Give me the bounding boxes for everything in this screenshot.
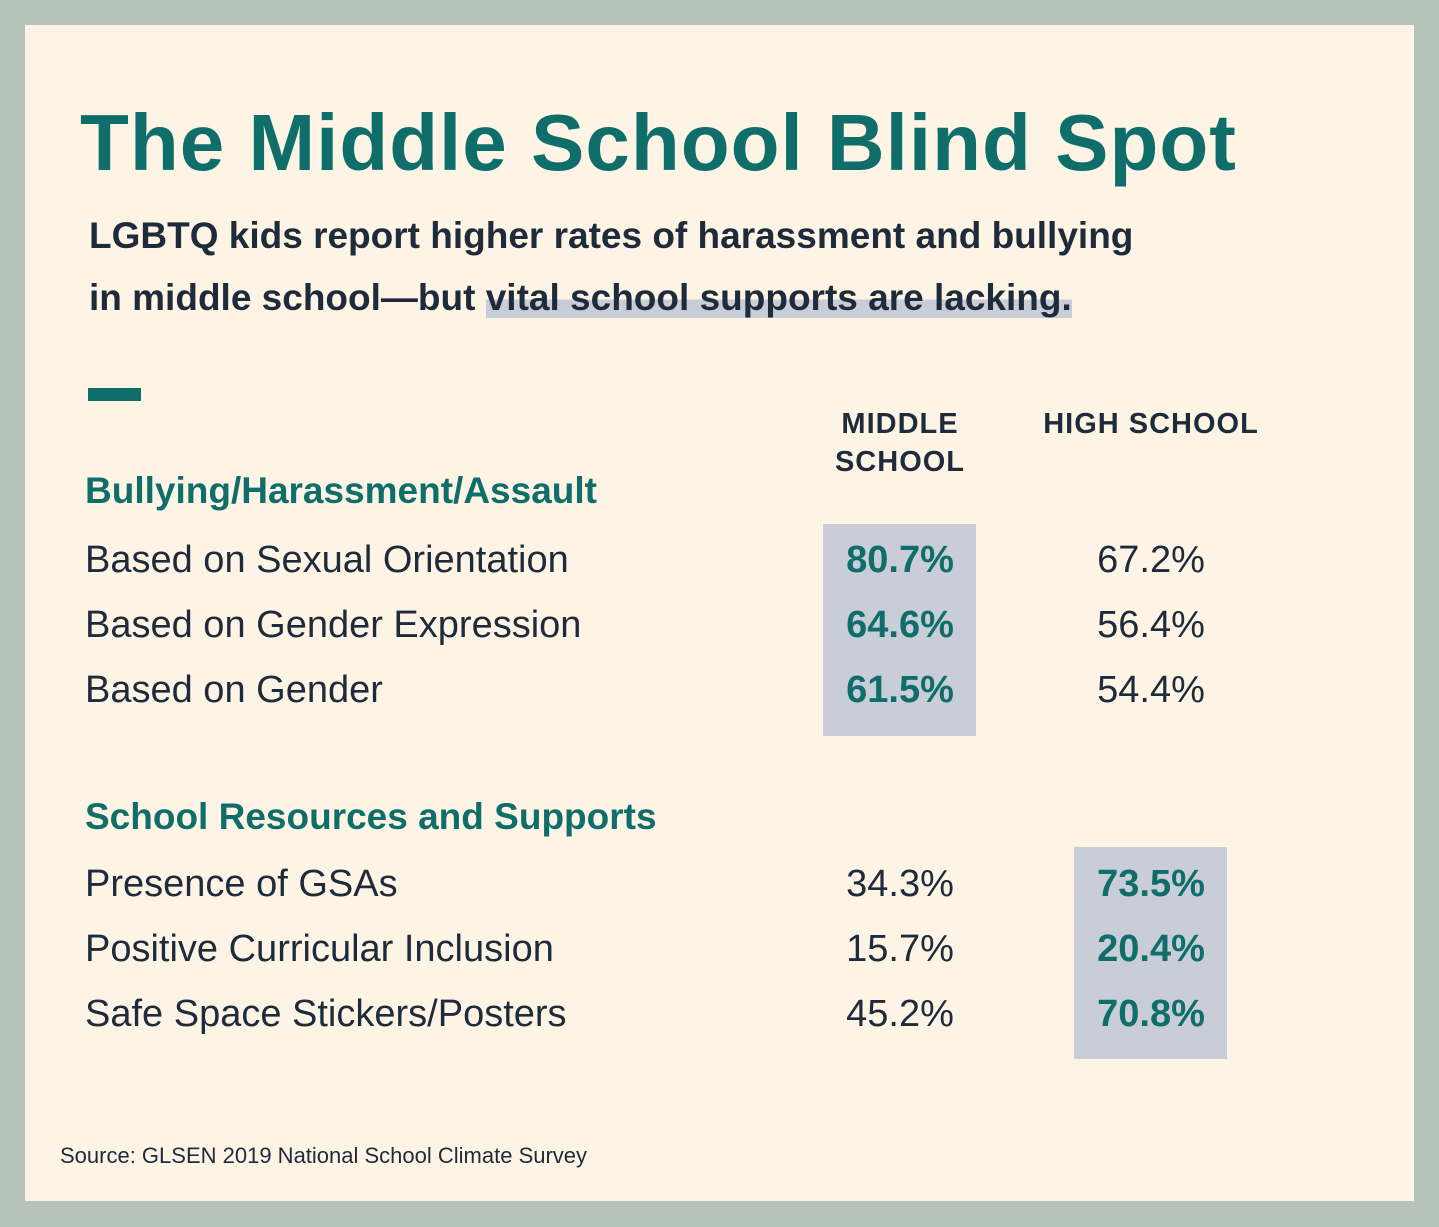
cell-value: 56.4% [1097,604,1205,646]
column-header: HIGH SCHOOL [1043,408,1259,440]
subtitle-text: in middle school—but [89,277,486,318]
cell-value: 45.2% [846,993,954,1035]
title: The Middle School Blind Spot [80,98,1237,187]
row-label: Based on Gender Expression [85,604,582,646]
row-label: Presence of GSAs [85,863,398,905]
subtitle-line: in middle school—but vital school suppor… [89,277,1072,319]
cell-value: 54.4% [1097,669,1205,711]
cell-value: 15.7% [846,928,954,970]
cell-value: 61.5% [846,669,954,711]
accent-dash [88,388,141,401]
highlight-box [823,524,976,736]
subtitle-highlight: vital school supports are lacking. [485,277,1072,318]
cell-value: 67.2% [1097,539,1205,581]
cell-value: 73.5% [1097,863,1205,905]
highlight-box [1074,847,1227,1059]
column-header: MIDDLE SCHOOL [834,408,966,478]
row-label: Based on Sexual Orientation [85,539,569,581]
row-label: Based on Gender [85,669,383,711]
row-label: Safe Space Stickers/Posters [85,993,567,1035]
source: Source: GLSEN 2019 National School Clima… [60,1143,588,1168]
cell-value: 64.6% [846,604,954,646]
section-heading: Bullying/Harassment/Assault [85,470,597,511]
cell-value: 34.3% [846,863,954,905]
section-heading: School Resources and Supports [85,796,657,837]
cell-value: 20.4% [1097,928,1205,970]
row-label: Positive Curricular Inclusion [85,928,554,970]
subtitle-line: LGBTQ kids report higher rates of harass… [89,215,1134,256]
cell-value: 70.8% [1097,993,1205,1035]
cell-value: 80.7% [846,539,954,581]
card: The Middle School Blind Spot LGBTQ kids … [25,25,1414,1201]
